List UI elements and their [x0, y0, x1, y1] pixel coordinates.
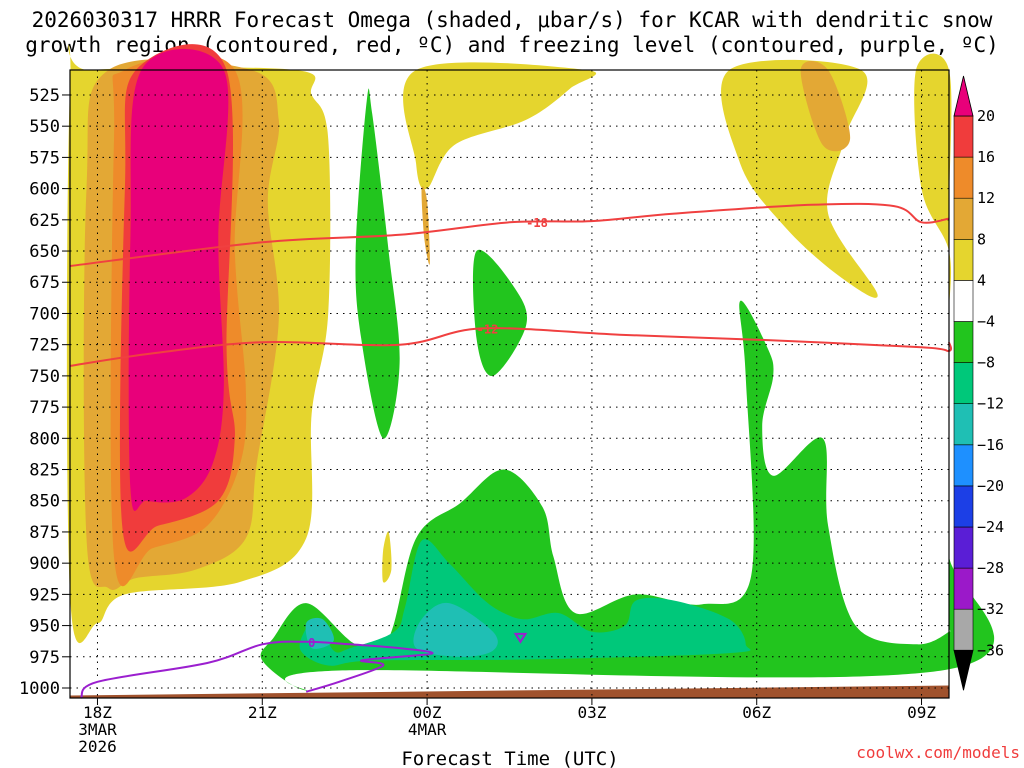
ytick-label-525: 525	[29, 86, 60, 106]
omega-region-pos20-4	[128, 48, 229, 512]
omega-region-neg4-12	[355, 88, 400, 439]
colorbar-bin-pos16	[953, 115, 974, 158]
ytick-label-550: 550	[29, 117, 60, 137]
colorbar-bin-neg32	[953, 608, 974, 651]
colorbar-label-4: 4	[977, 271, 986, 289]
colorbar-label-6: −8	[977, 354, 995, 372]
contour-lines: -18 -12 0	[69, 202, 953, 699]
colorbar-bin-neg8	[953, 362, 974, 405]
colorbar-bin-neg12	[953, 403, 974, 446]
dgz-label--12: -12	[477, 323, 499, 337]
colorbar-bin-neg16	[953, 444, 974, 487]
colorbar-label-5: −4	[977, 313, 995, 331]
freezing-level-label: 0	[308, 636, 315, 650]
colorbar-bin-pos8	[953, 197, 974, 240]
plot-frame	[69, 69, 950, 699]
colorbar-top-extension	[953, 75, 974, 117]
ytick-label-850: 850	[29, 492, 60, 512]
colorbar-label-12: −32	[977, 600, 1004, 618]
xtick-sub1-00Z: 4MAR	[408, 720, 447, 739]
xtick-sub2-18Z: 2026	[78, 737, 117, 756]
omega-region-pos4-7	[382, 531, 392, 583]
ytick-label-600: 600	[29, 180, 60, 200]
ytick-label-825: 825	[29, 461, 60, 481]
chart-title-line1: 2026030317 HRRR Forecast Omega (shaded, …	[31, 8, 993, 32]
colorbar-bin-zero	[953, 280, 974, 322]
ytick-label-700: 700	[29, 304, 60, 324]
omega-region-pos8-9	[800, 61, 851, 152]
ytick-label-925: 925	[29, 585, 60, 605]
colorbar-label-2: 12	[977, 189, 995, 207]
credit-text: coolwx.com/models	[856, 743, 1020, 762]
colorbar-bottom-extension	[953, 649, 974, 691]
ytick-label-575: 575	[29, 148, 60, 168]
colorbar-label-3: 8	[977, 230, 986, 248]
freezing-level-small-contour	[513, 632, 528, 644]
colorbar: 20 16 12 8 4 −4 −8 −12 −16 −20 −24 −28 −32 −36	[953, 75, 1004, 691]
x-axis-label: Forecast Time (UTC)	[401, 748, 618, 768]
ytick-label-1000: 1000	[19, 679, 60, 699]
omega-region-pos4-10	[914, 53, 952, 367]
dgz-label--18: -18	[526, 216, 548, 230]
xtick-label-18Z: 18Z	[83, 703, 112, 722]
colorbar-label-10: −24	[977, 518, 1004, 536]
colorbar-label-1: 16	[977, 148, 995, 166]
ytick-label-725: 725	[29, 336, 60, 356]
colorbar-bin-neg20	[953, 485, 974, 528]
colorbar-label-9: −20	[977, 477, 1004, 495]
omega-shading	[66, 44, 995, 698]
ytick-label-875: 875	[29, 523, 60, 543]
colorbar-label-8: −16	[977, 436, 1004, 454]
gridlines	[70, 70, 949, 698]
colorbar-label-0: 20	[977, 107, 995, 125]
ytick-label-625: 625	[29, 211, 60, 231]
dgz-contour--12	[69, 327, 953, 367]
ytick-label-950: 950	[29, 617, 60, 637]
colorbar-label-7: −12	[977, 395, 1004, 413]
ytick-label-675: 675	[29, 273, 60, 293]
ytick-label-975: 975	[29, 648, 60, 668]
colorbar-bin-neg24	[953, 526, 974, 569]
xtick-label-21Z: 21Z	[248, 703, 277, 722]
omega-region-neg8-15	[299, 539, 751, 666]
xtick-label-03Z: 03Z	[577, 703, 606, 722]
ground-terrain	[70, 685, 949, 698]
xtick-sub1-18Z: 3MAR	[78, 720, 117, 739]
ytick-label-775: 775	[29, 398, 60, 418]
ytick-label-650: 650	[29, 242, 60, 262]
xtick-label-09Z: 09Z	[907, 703, 936, 722]
colorbar-label-13: −36	[977, 641, 1004, 659]
colorbar-bin-neg4	[953, 321, 974, 363]
dgz-contour--18	[69, 202, 950, 267]
ytick-label-900: 900	[29, 554, 60, 574]
colorbar-bin-neg28	[953, 567, 974, 610]
colorbar-bin-pos12	[953, 156, 974, 199]
ytick-label-750: 750	[29, 367, 60, 387]
y-axis: 525 550 575 600 625 650 675 700 725 750 775 800 825 8…	[19, 86, 70, 699]
colorbar-bin-pos4	[953, 239, 974, 281]
freezing-level-contour	[80, 640, 434, 699]
omega-region-pos8-6	[421, 186, 430, 265]
omega-region-neg12-16	[413, 602, 498, 657]
xtick-label-00Z: 00Z	[413, 703, 442, 722]
ytick-label-800: 800	[29, 429, 60, 449]
colorbar-label-11: −28	[977, 559, 1004, 577]
xtick-label-06Z: 06Z	[742, 703, 771, 722]
